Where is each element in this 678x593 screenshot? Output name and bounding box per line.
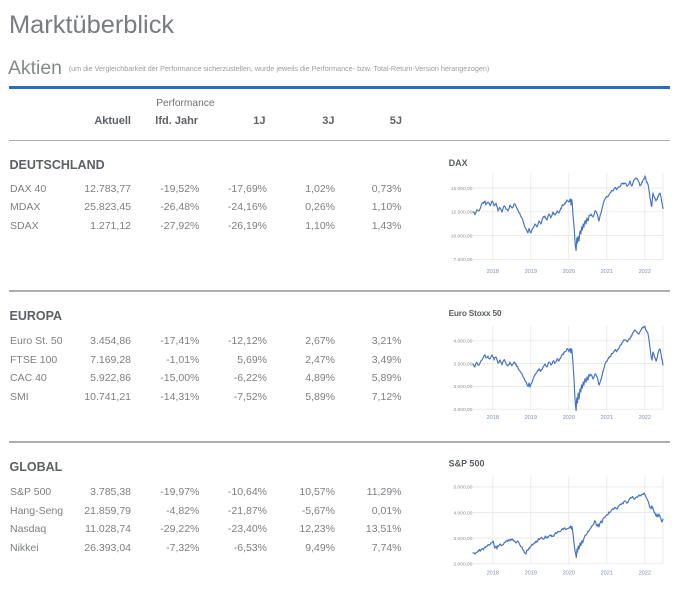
svg-text:2022: 2022: [639, 269, 651, 275]
svg-text:15.000,00: 15.000,00: [451, 186, 473, 192]
svg-text:5.000,00: 5.000,00: [453, 485, 472, 491]
svg-text:4.000,00: 4.000,00: [453, 510, 472, 516]
svg-text:10.000,00: 10.000,00: [451, 233, 473, 239]
svg-text:3.000,00: 3.000,00: [453, 384, 472, 390]
svg-text:2018: 2018: [487, 269, 499, 275]
svg-text:2018: 2018: [487, 570, 499, 576]
svg-text:2022: 2022: [639, 415, 651, 421]
svg-text:DAX: DAX: [449, 158, 468, 168]
svg-text:2021: 2021: [601, 570, 613, 576]
svg-text:2020: 2020: [563, 415, 575, 421]
svg-text:12.500,00: 12.500,00: [451, 210, 473, 216]
svg-text:2019: 2019: [525, 269, 537, 275]
svg-text:2.000,00: 2.000,00: [453, 562, 472, 568]
svg-text:2022: 2022: [639, 570, 651, 576]
svg-text:2018: 2018: [487, 415, 499, 421]
svg-text:2019: 2019: [525, 415, 537, 421]
svg-text:3.000,00: 3.000,00: [453, 536, 472, 542]
svg-text:S&P 500: S&P 500: [449, 459, 485, 469]
svg-text:2020: 2020: [563, 570, 575, 576]
svg-text:2019: 2019: [525, 570, 537, 576]
svg-text:2020: 2020: [563, 269, 575, 275]
svg-text:2021: 2021: [601, 415, 613, 421]
svg-text:3.500,00: 3.500,00: [453, 361, 472, 367]
svg-text:4.000,00: 4.000,00: [453, 339, 472, 345]
svg-text:Euro Stoxx 50: Euro Stoxx 50: [449, 308, 502, 318]
svg-text:2.500,00: 2.500,00: [453, 407, 472, 413]
svg-text:7.500,00: 7.500,00: [453, 257, 472, 263]
svg-text:2021: 2021: [601, 269, 613, 275]
